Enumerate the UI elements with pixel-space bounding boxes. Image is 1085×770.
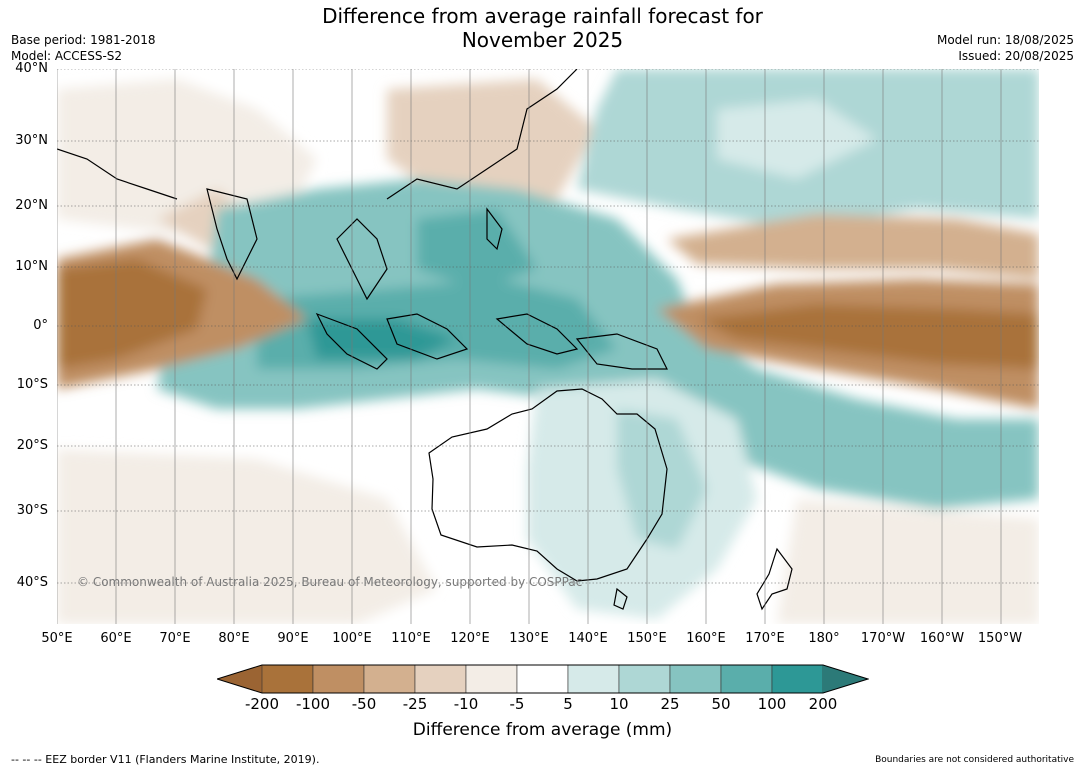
lon-label: 80°E bbox=[218, 631, 250, 646]
colorbar-tick: 50 bbox=[711, 695, 731, 713]
map-title: Difference from average rainfall forecas… bbox=[0, 4, 1085, 52]
colorbar-label: Difference from average (mm) bbox=[412, 720, 673, 740]
lon-label: 140°E bbox=[568, 631, 608, 646]
meta-left: Base period: 1981-2018 Model: ACCESS-S2 bbox=[11, 32, 156, 64]
dry-region-asia bbox=[57, 79, 317, 239]
lon-label: 130°E bbox=[509, 631, 549, 646]
colorbar-tick: -50 bbox=[351, 695, 377, 713]
dry-region-china bbox=[387, 79, 597, 209]
lat-label: 30°N bbox=[15, 133, 48, 148]
lon-label: 60°E bbox=[100, 631, 132, 646]
china-coastline bbox=[386, 69, 578, 200]
lon-label: 110°E bbox=[391, 631, 431, 646]
colorbar-tick: -10 bbox=[453, 695, 479, 713]
colorbar-bin bbox=[669, 664, 722, 694]
borneo-java-coastline bbox=[386, 313, 469, 360]
lon-label: 170°E bbox=[745, 631, 785, 646]
colorbar-tick: -5 bbox=[509, 695, 525, 713]
title-line-1: Difference from average rainfall forecas… bbox=[322, 4, 763, 28]
model-name: Model: ACCESS-S2 bbox=[11, 49, 123, 63]
coastlines bbox=[57, 69, 793, 611]
copyright-notice: © Commonwealth of Australia 2025, Bureau… bbox=[77, 575, 583, 589]
colorbar-bin bbox=[567, 664, 620, 694]
wetter-region-east-australia bbox=[617, 409, 707, 549]
very-wet-region-philippines bbox=[417, 209, 537, 289]
issued-date: Issued: 20/08/2025 bbox=[958, 49, 1074, 63]
lon-label: 150°E bbox=[627, 631, 667, 646]
colorbar-bin bbox=[771, 664, 824, 694]
philippines-coastline bbox=[486, 207, 503, 251]
boundary-disclaimer: Boundaries are not considered authoritat… bbox=[875, 755, 1074, 765]
australia-coastline bbox=[428, 388, 668, 582]
lat-label: 20°N bbox=[15, 198, 48, 213]
colorbar-bin bbox=[720, 664, 773, 694]
lon-label: 160°E bbox=[686, 631, 726, 646]
new-guinea-coastline bbox=[575, 333, 668, 370]
colorbar bbox=[215, 664, 870, 694]
lat-label: 30°S bbox=[16, 503, 48, 518]
map-canvas bbox=[57, 69, 1039, 624]
meridians bbox=[57, 69, 1002, 624]
colorbar-bin bbox=[618, 664, 671, 694]
lon-label: 150°W bbox=[977, 631, 1023, 646]
lon-label: 70°E bbox=[159, 631, 191, 646]
lon-label: 90°E bbox=[277, 631, 309, 646]
lat-label: 20°S bbox=[16, 438, 48, 453]
lon-label: 170°W bbox=[860, 631, 906, 646]
colorbar-tick: -100 bbox=[295, 695, 331, 713]
sulawesi-coastline bbox=[495, 313, 579, 355]
colorbar-svg bbox=[215, 664, 870, 694]
colorbar-high-extend bbox=[823, 665, 868, 693]
rainfall-anomaly-map bbox=[57, 69, 1039, 624]
colorbar-tick: 25 bbox=[660, 695, 680, 713]
arabia-coastline bbox=[57, 148, 178, 200]
extreme-wet-core bbox=[307, 319, 457, 359]
colorbar-bin bbox=[414, 664, 467, 694]
lon-label: 100°E bbox=[332, 631, 372, 646]
colorbar-tick: 10 bbox=[609, 695, 629, 713]
dry-band-north-pacific bbox=[667, 214, 1039, 279]
dry-region-south-indian-ocean bbox=[57, 449, 437, 624]
colorbar-tick: 5 bbox=[563, 695, 573, 713]
anomaly-fields bbox=[57, 69, 1039, 624]
new-zealand-coastline bbox=[756, 547, 793, 611]
colorbar-tick: -25 bbox=[402, 695, 428, 713]
colorbar-tick: -200 bbox=[244, 695, 280, 713]
lat-label: 40°S bbox=[16, 575, 48, 590]
colorbar-bin bbox=[516, 664, 569, 694]
lat-label: 10°N bbox=[15, 259, 48, 274]
colorbar-bin bbox=[312, 664, 365, 694]
very-dry-core-indian-ocean bbox=[57, 259, 207, 369]
tasmania-coastline bbox=[613, 587, 628, 610]
colorbar-tick: 200 bbox=[808, 695, 838, 713]
lon-label: 160°W bbox=[919, 631, 965, 646]
colorbar-outline bbox=[215, 664, 870, 694]
lon-label: 50°E bbox=[41, 631, 73, 646]
lon-label: 180° bbox=[808, 631, 840, 646]
indochina-coastline bbox=[336, 218, 388, 301]
colorbar-bin bbox=[261, 664, 314, 694]
very-dry-core-central-pacific bbox=[697, 304, 1039, 369]
dry-region-south-pacific bbox=[777, 499, 1039, 624]
eez-note: -- -- -- EEZ border V11 (Flanders Marine… bbox=[11, 753, 320, 766]
meta-right: Model run: 18/08/2025 Issued: 20/08/2025 bbox=[937, 32, 1074, 64]
lat-label: 0° bbox=[33, 318, 48, 333]
title-line-2: November 2025 bbox=[461, 28, 624, 52]
model-run: Model run: 18/08/2025 bbox=[936, 33, 1074, 47]
lat-label: 40°N bbox=[15, 61, 48, 76]
lat-label: 10°S bbox=[16, 377, 48, 392]
graticule bbox=[57, 69, 1039, 584]
india-coastline bbox=[206, 188, 258, 281]
sumatra-coastline bbox=[315, 312, 388, 370]
colorbar-bin bbox=[363, 664, 416, 694]
lon-label: 120°E bbox=[450, 631, 490, 646]
colorbar-tick: 100 bbox=[757, 695, 787, 713]
base-period: Base period: 1981-2018 bbox=[11, 33, 156, 47]
colorbar-bin bbox=[465, 664, 518, 694]
colorbar-low-extend bbox=[217, 665, 262, 693]
light-wet-patch bbox=[717, 99, 877, 179]
